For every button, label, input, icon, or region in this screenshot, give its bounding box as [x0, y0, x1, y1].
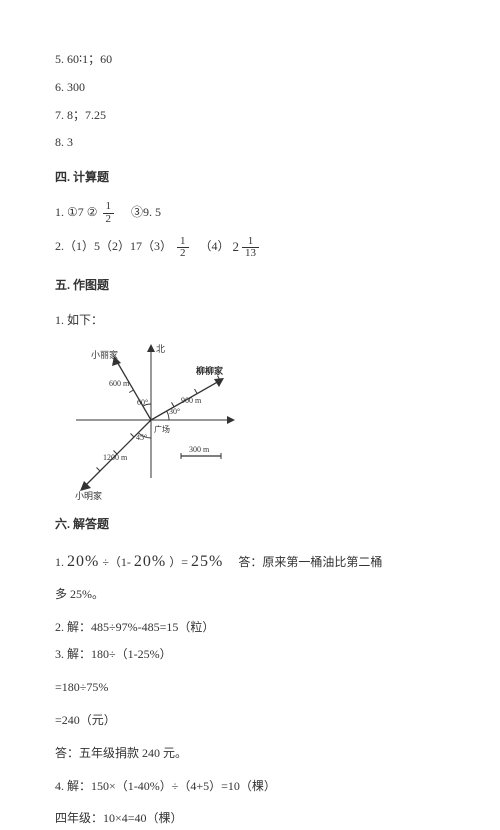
svg-text:柳柳家: 柳柳家	[196, 365, 224, 376]
sec5-line1: 1. 如下：	[55, 309, 445, 332]
sec6-q1-line2: 多 25%。	[55, 583, 445, 606]
sec6-q4b: 四年级：10×4=40（棵）	[55, 807, 445, 830]
frac-den: 2	[103, 214, 115, 226]
sec4-q2-mixed: 2 1 13	[233, 235, 262, 260]
frac-den: 2	[177, 248, 189, 260]
svg-text:30°: 30°	[169, 407, 180, 416]
svg-text:600 m: 600 m	[109, 379, 130, 388]
sec4-q2: 2.（1）5（2）17（3） 1 2 （4） 2 1 13	[55, 235, 445, 260]
q1-mid1: ÷（1-	[102, 555, 131, 569]
sec6-q3b: =180÷75%	[55, 676, 445, 699]
sec6-q2: 2. 解：485÷97%-485=15（粒）	[55, 616, 445, 639]
frac-den: 13	[242, 248, 259, 260]
svg-text:900 m: 900 m	[181, 396, 202, 405]
sec4-q1-a: 1. ①7 ②	[55, 205, 98, 219]
q1-tail: 答：原来第一桶油比第二桶	[226, 555, 382, 569]
mixed-whole: 2	[233, 235, 240, 260]
section-4-title: 四. 计算题	[55, 166, 445, 189]
sec4-q1: 1. ①7 ② 1 2 ③9. 5	[55, 201, 445, 225]
sec6-q3ans: 答：五年级捐款 240 元。	[55, 742, 445, 765]
frac-num: 1	[103, 201, 115, 214]
sec4-q1-frac: 1 2	[103, 201, 115, 225]
north-label: 北	[156, 344, 165, 354]
ans-5: 5. 60∶1；60	[55, 48, 445, 71]
q1-p2: 20%	[134, 553, 166, 570]
sec6-q3c: =240（元）	[55, 709, 445, 732]
compass-diagram: 北 30° 柳柳家 900 m 60° 小丽家 600 m 45° 小明家 12…	[61, 338, 251, 503]
sec4-q1-b: ③9. 5	[119, 205, 161, 219]
sec4-q2-mid: （4）	[194, 239, 230, 253]
sec6-q1-line1: 1. 20% ÷（1- 20% ）= 25% 答：原来第一桶油比第二桶	[55, 547, 445, 577]
ans-7: 7. 8；7.25	[55, 104, 445, 127]
sec4-q2-frac1: 1 2	[177, 236, 189, 260]
q1-mid2: ）=	[169, 555, 188, 569]
svg-text:45°: 45°	[136, 433, 147, 442]
svg-text:1200 m: 1200 m	[103, 453, 128, 462]
section-6-title: 六. 解答题	[55, 513, 445, 536]
svg-text:小丽家: 小丽家	[91, 349, 118, 360]
svg-text:广场: 广场	[154, 424, 170, 434]
svg-text:60°: 60°	[137, 398, 148, 407]
ans-8: 8. 3	[55, 131, 445, 154]
svg-text:小明家: 小明家	[75, 490, 102, 501]
sec4-q2-a: 2.（1）5（2）17（3）	[55, 239, 172, 253]
mixed-frac: 1 13	[242, 236, 259, 260]
section-5-title: 五. 作图题	[55, 274, 445, 297]
sec6-q4a: 4. 解：150×（1-40%）÷（4+5）=10（棵）	[55, 775, 445, 798]
sec6-q3a: 3. 解：180÷（1-25%）	[55, 643, 445, 666]
q1-p1: 20%	[67, 553, 99, 570]
ans-6: 6. 300	[55, 76, 445, 99]
svg-text:300 m: 300 m	[189, 445, 210, 454]
q1-prefix: 1.	[55, 555, 64, 569]
q1-p3: 25%	[191, 553, 223, 570]
